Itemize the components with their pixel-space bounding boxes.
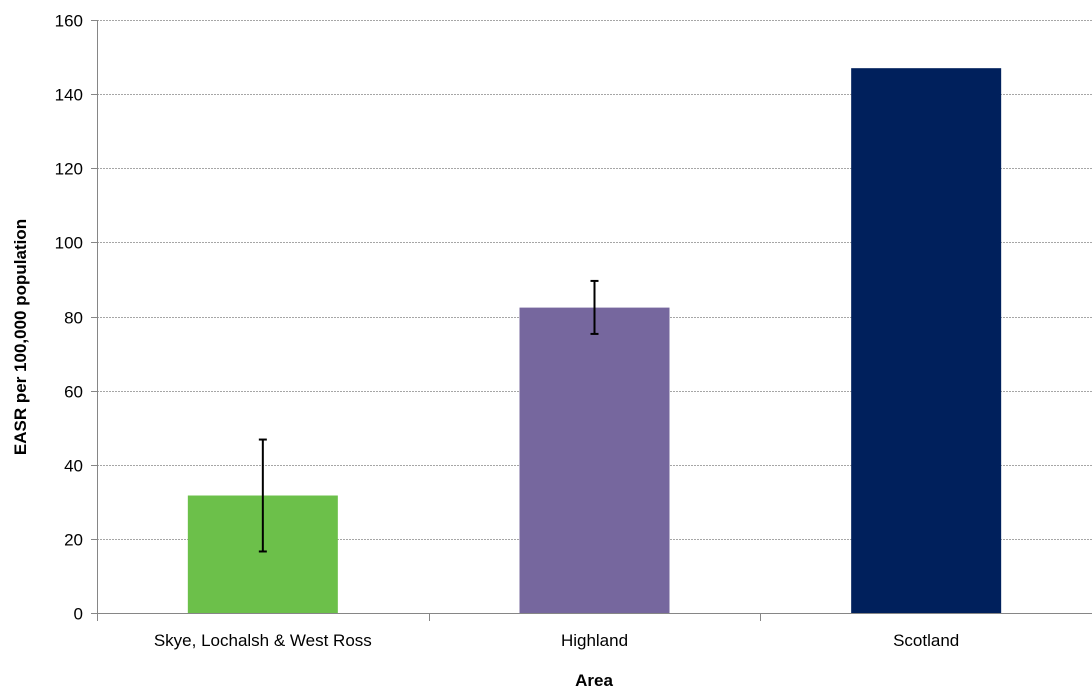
y-tick-labels: 0 20 40 60 80 100 120 140 160 xyxy=(55,12,83,624)
x-tick-labels: Skye, Lochalsh & West Ross Highland Scotla… xyxy=(154,631,959,650)
y-tick-label: 40 xyxy=(64,457,83,476)
y-tick-label: 140 xyxy=(55,86,83,105)
bar xyxy=(851,68,1002,613)
y-axis-title: EASR per 100,000 population xyxy=(11,219,30,455)
error-bars xyxy=(258,279,599,553)
bars xyxy=(187,68,1002,613)
x-tick-label: Skye, Lochalsh & West Ross xyxy=(154,631,372,650)
y-tick-label: 80 xyxy=(64,309,83,328)
y-tick-label: 120 xyxy=(55,160,83,179)
y-tick-label: 20 xyxy=(64,531,83,550)
y-tick-label: 0 xyxy=(74,605,83,624)
x-axis-title: Area xyxy=(575,671,613,690)
y-tick-label: 60 xyxy=(64,383,83,402)
bar xyxy=(519,307,670,613)
y-tick-label: 100 xyxy=(55,234,83,253)
axes xyxy=(91,20,1092,621)
y-tick-label: 160 xyxy=(55,12,83,31)
x-tick-label: Scotland xyxy=(893,631,959,650)
x-tick-label: Highland xyxy=(561,631,628,650)
